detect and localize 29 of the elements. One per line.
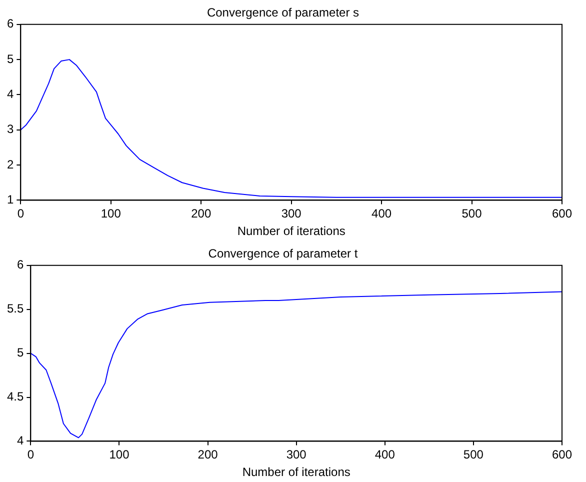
x-tick-label: 200 <box>198 448 218 462</box>
chart-title: Convergence of parameter s <box>206 6 360 20</box>
x-axis-title: Number of iterations <box>237 224 346 238</box>
y-tick-label: 2 <box>6 157 14 172</box>
x-tick-label: 500 <box>462 206 482 221</box>
y-tick-label: 4 <box>16 434 24 448</box>
x-tick-label: 100 <box>109 448 130 462</box>
x-tick-label: 100 <box>100 206 122 221</box>
x-tick-label: 300 <box>286 448 307 462</box>
y-tick-label: 5 <box>6 52 14 66</box>
y-tick-label: 1 <box>6 192 14 207</box>
x-tick-label: 400 <box>374 448 396 462</box>
x-tick-label: 0 <box>17 206 24 221</box>
y-tick-label: 5.5 <box>6 302 24 316</box>
y-tick-label: 3 <box>6 122 14 136</box>
x-axis-title: Number of iterations <box>242 465 350 480</box>
y-tick-label: 6 <box>6 16 14 31</box>
y-tick-label: 4.5 <box>6 390 24 404</box>
x-tick-label: 400 <box>372 206 392 221</box>
chart-title: Convergence of parameter t <box>208 246 358 261</box>
y-tick-label: 6 <box>16 258 24 272</box>
y-tick-label: 4 <box>6 87 14 102</box>
x-tick-label: 600 <box>552 206 572 221</box>
x-tick-label: 600 <box>552 448 572 462</box>
x-tick-label: 0 <box>27 448 34 462</box>
x-tick-label: 300 <box>281 206 302 221</box>
y-tick-label: 5 <box>16 346 24 360</box>
x-tick-label: 500 <box>463 448 484 462</box>
x-tick-label: 200 <box>191 206 212 221</box>
